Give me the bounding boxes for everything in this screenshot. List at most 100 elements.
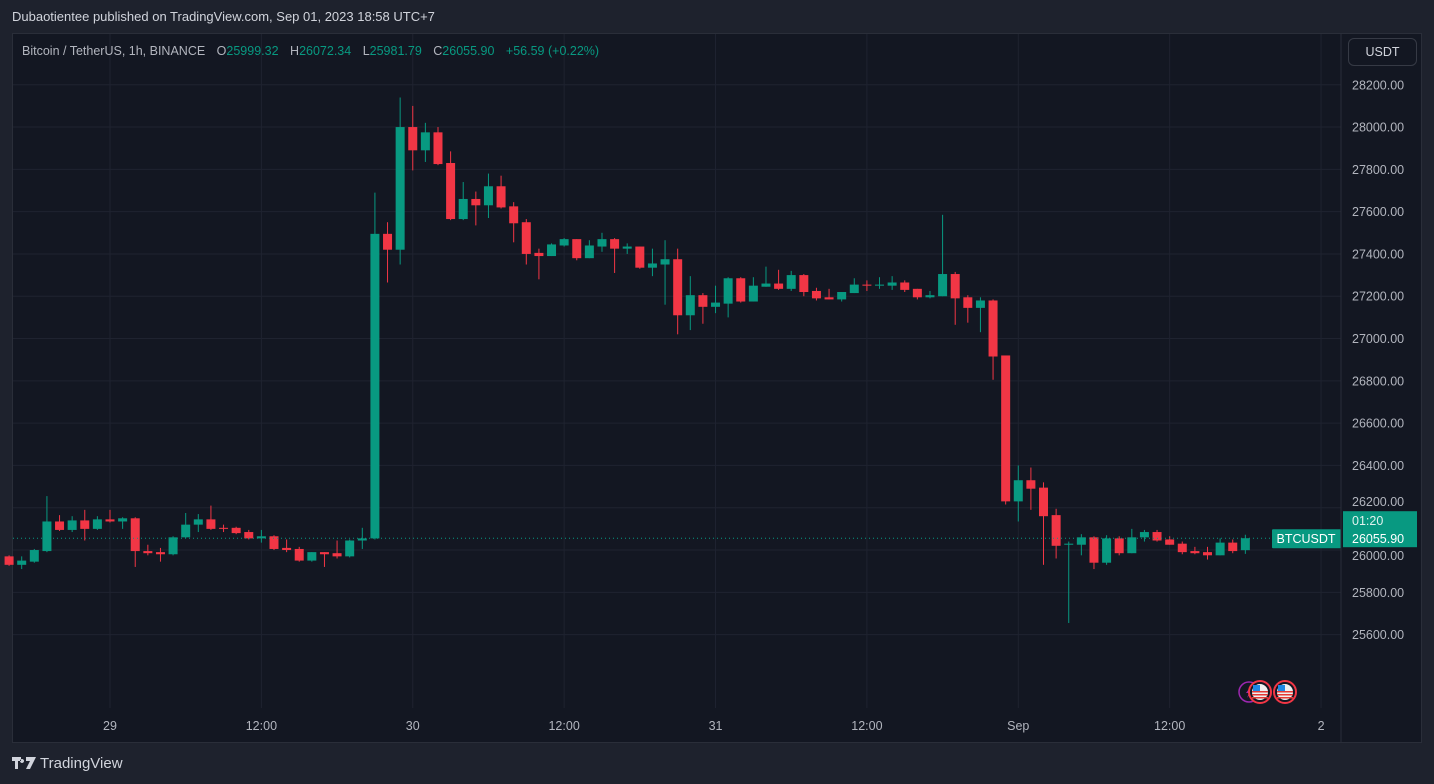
candle-down[interactable]	[988, 299, 998, 380]
candle-up[interactable]	[1013, 465, 1023, 522]
candle-down[interactable]	[383, 222, 393, 283]
candle-up[interactable]	[307, 552, 317, 562]
candle-up[interactable]	[1139, 529, 1149, 542]
candle-down[interactable]	[950, 271, 960, 325]
footer-brand[interactable]: TradingView	[12, 755, 123, 772]
candle-up[interactable]	[420, 122, 430, 162]
candle-down[interactable]	[105, 509, 115, 523]
candle-up[interactable]	[67, 516, 77, 533]
candle-up[interactable]	[875, 277, 885, 289]
chart-frame[interactable]	[12, 33, 1422, 743]
us-flag-icon[interactable]	[1248, 680, 1272, 704]
candle-up[interactable]	[118, 517, 128, 529]
candle-up[interactable]	[1064, 541, 1074, 623]
candle-up[interactable]	[357, 527, 367, 549]
candle-up[interactable]	[748, 277, 758, 302]
candle-up[interactable]	[547, 243, 557, 257]
candle-up[interactable]	[1076, 534, 1086, 556]
candle-up[interactable]	[345, 539, 355, 558]
candle-down[interactable]	[509, 202, 519, 243]
candle-up[interactable]	[647, 248, 657, 277]
candle-up[interactable]	[622, 243, 632, 254]
candle-down[interactable]	[1190, 546, 1200, 555]
candle-up[interactable]	[925, 290, 935, 299]
candle-down[interactable]	[433, 127, 443, 166]
candle-up[interactable]	[193, 514, 203, 533]
candle-down[interactable]	[269, 535, 279, 551]
candle-up[interactable]	[256, 529, 266, 543]
candle-down[interactable]	[521, 219, 531, 265]
candle-down[interactable]	[698, 293, 708, 324]
candle-up[interactable]	[559, 238, 569, 247]
candle-down[interactable]	[774, 269, 784, 290]
candle-down[interactable]	[282, 539, 292, 553]
candle-down[interactable]	[80, 509, 90, 541]
symbol-title[interactable]: Bitcoin / TetherUS, 1h, BINANCE	[22, 44, 206, 58]
candle-down[interactable]	[824, 288, 834, 300]
candle-down[interactable]	[294, 546, 304, 562]
candle-down[interactable]	[446, 151, 456, 221]
candle-up[interactable]	[1127, 528, 1137, 554]
candle-up[interactable]	[29, 548, 39, 563]
candle-down[interactable]	[206, 505, 216, 530]
candle-down[interactable]	[635, 246, 645, 269]
candle-up[interactable]	[761, 266, 771, 287]
candle-up[interactable]	[92, 516, 102, 530]
candle-down[interactable]	[736, 277, 746, 303]
candle-down[interactable]	[610, 238, 620, 273]
candle-down[interactable]	[155, 547, 165, 562]
candle-up[interactable]	[458, 182, 468, 221]
candle-up[interactable]	[181, 513, 191, 539]
candle-down[interactable]	[496, 175, 506, 209]
candle-up[interactable]	[887, 276, 897, 290]
candle-up[interactable]	[849, 278, 859, 294]
candle-down[interactable]	[811, 287, 821, 301]
candle-up[interactable]	[17, 556, 27, 570]
candle-down[interactable]	[572, 239, 582, 261]
candle-up[interactable]	[711, 285, 721, 314]
candle-up[interactable]	[723, 277, 733, 318]
candle-down[interactable]	[1051, 508, 1061, 559]
candle-up[interactable]	[395, 97, 405, 265]
candle-down[interactable]	[673, 248, 683, 335]
candle-down[interactable]	[1203, 546, 1213, 560]
candle-up[interactable]	[597, 232, 607, 252]
candle-down[interactable]	[1001, 355, 1011, 505]
candle-down[interactable]	[1089, 536, 1099, 570]
candle-down[interactable]	[1114, 536, 1124, 556]
candle-down[interactable]	[319, 552, 329, 567]
candle-down[interactable]	[799, 274, 809, 297]
candle-down[interactable]	[862, 280, 872, 291]
candle-down[interactable]	[1165, 536, 1175, 545]
candle-down[interactable]	[130, 517, 140, 567]
us-flag-icon[interactable]	[1273, 680, 1297, 704]
candle-up[interactable]	[660, 240, 670, 305]
candle-up[interactable]	[370, 192, 380, 540]
candle-down[interactable]	[55, 515, 65, 531]
candle-up[interactable]	[168, 536, 178, 556]
candle-up[interactable]	[584, 240, 594, 259]
candle-up[interactable]	[685, 276, 695, 331]
candle-down[interactable]	[1177, 541, 1187, 555]
currency-button[interactable]: USDT	[1348, 38, 1417, 66]
candle-up[interactable]	[42, 496, 52, 553]
candle-up[interactable]	[837, 292, 847, 302]
candle-up[interactable]	[938, 214, 948, 297]
candle-down[interactable]	[231, 526, 241, 535]
candle-down[interactable]	[963, 295, 973, 323]
candle-down[interactable]	[4, 555, 14, 566]
candle-up[interactable]	[975, 297, 985, 333]
candle-down[interactable]	[408, 105, 418, 171]
candle-down[interactable]	[1026, 467, 1036, 510]
candle-down[interactable]	[1152, 529, 1162, 542]
candle-down[interactable]	[1039, 482, 1049, 565]
candle-down[interactable]	[471, 191, 481, 226]
candle-down[interactable]	[244, 529, 254, 540]
candle-up[interactable]	[1215, 538, 1225, 556]
candle-down[interactable]	[900, 280, 910, 293]
candle-down[interactable]	[219, 524, 229, 533]
candle-up[interactable]	[786, 270, 796, 291]
candle-up[interactable]	[483, 173, 493, 218]
candle-down[interactable]	[534, 248, 544, 280]
